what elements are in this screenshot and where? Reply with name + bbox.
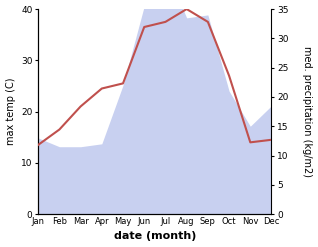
Y-axis label: max temp (C): max temp (C)	[5, 78, 16, 145]
Y-axis label: med. precipitation (kg/m2): med. precipitation (kg/m2)	[302, 46, 313, 177]
X-axis label: date (month): date (month)	[114, 231, 196, 242]
